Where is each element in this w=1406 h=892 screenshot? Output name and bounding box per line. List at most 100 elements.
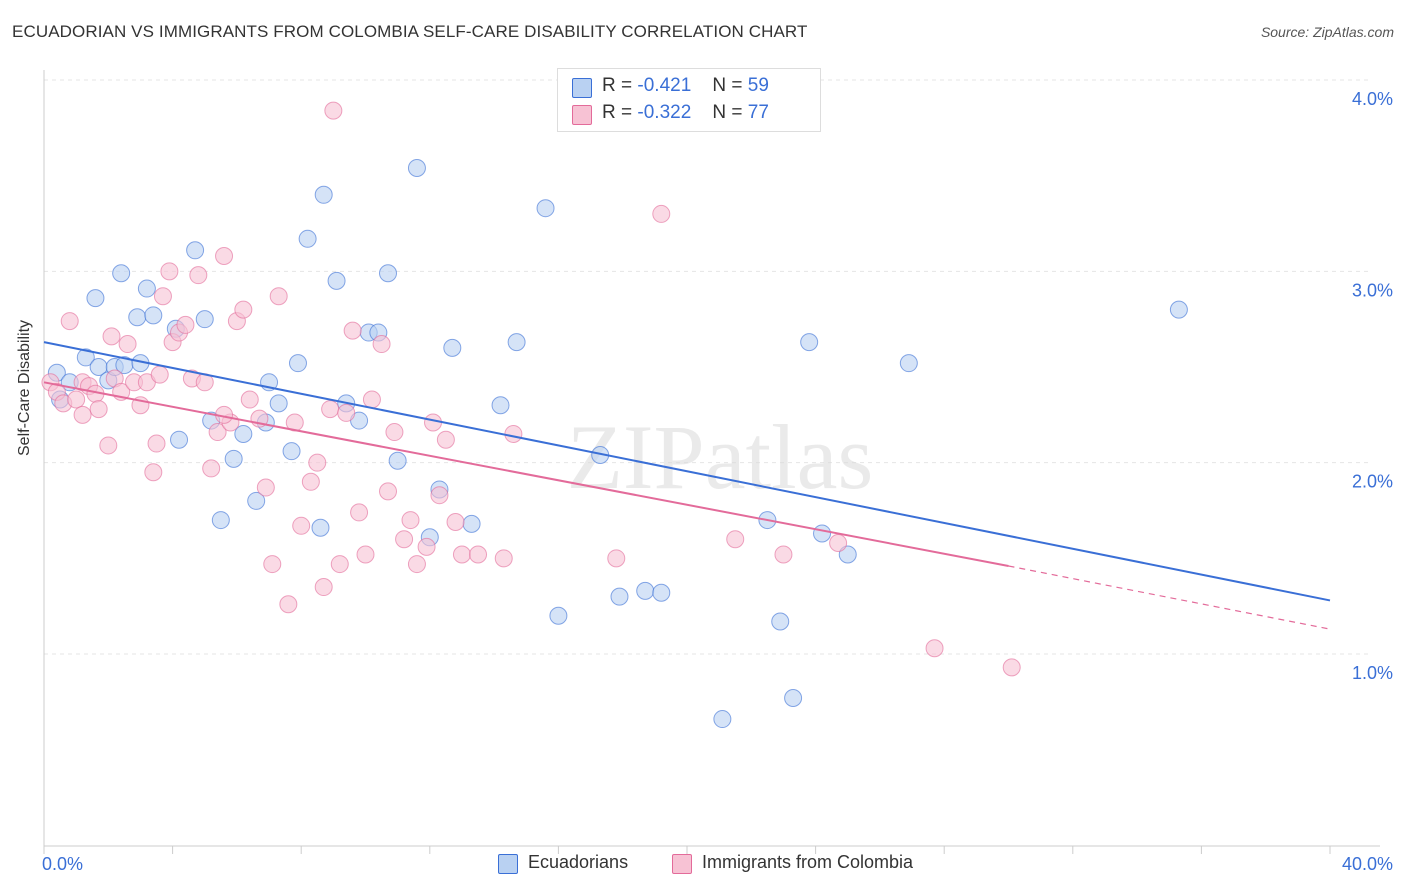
colombia-point xyxy=(494,549,513,568)
ecuadorians-point xyxy=(771,612,790,631)
colombia-point xyxy=(308,453,327,472)
colombia-point xyxy=(279,595,298,614)
colombia-point xyxy=(1002,658,1021,677)
colombia-trend-line xyxy=(43,381,1009,567)
ecuadorians-point xyxy=(282,442,301,461)
colombia-point xyxy=(774,545,793,564)
colombia-point xyxy=(189,266,208,285)
ecuadorians-point xyxy=(211,511,230,530)
r-label: R = xyxy=(602,75,633,96)
colombia-point xyxy=(215,247,234,266)
colombia-point xyxy=(263,555,282,574)
colombia-point xyxy=(269,287,288,306)
colombia-point xyxy=(343,321,362,340)
colombia-point xyxy=(324,101,343,120)
ecuadorians-point xyxy=(144,306,163,325)
n-value: 77 xyxy=(747,102,769,123)
colombia-point xyxy=(147,434,166,453)
ecuadorians-point xyxy=(234,424,253,443)
source-label: Source: ZipAtlas.com xyxy=(1260,24,1394,40)
colombia-point xyxy=(160,262,179,281)
ecuadorians-point xyxy=(195,310,214,329)
colombia-point xyxy=(726,530,745,549)
stats-legend: R = -0.421 N = 59 R = -0.322 N = 77 xyxy=(557,68,821,132)
colombia-point xyxy=(430,486,449,505)
colombia-legend-swatch xyxy=(672,854,692,874)
ecuadorians-point xyxy=(1169,300,1188,319)
x-tick-label: 0.0% xyxy=(42,854,83,874)
colombia-point xyxy=(102,327,121,346)
ecuadorians-point xyxy=(462,514,481,533)
ecuadorians-point xyxy=(443,338,462,357)
n-value: 59 xyxy=(747,75,769,96)
legend-label: Ecuadorians xyxy=(528,852,629,872)
colombia-point xyxy=(118,335,137,354)
colombia-point xyxy=(469,545,488,564)
legend-label: Immigrants from Colombia xyxy=(702,852,914,872)
y-tick-label: 4.0% xyxy=(1352,89,1393,109)
ecuadorians-point xyxy=(288,354,307,373)
ecuadorians-swatch xyxy=(572,78,592,98)
colombia-point xyxy=(144,463,163,482)
ecuadorians-point xyxy=(86,289,105,308)
colombia-point xyxy=(372,335,391,354)
n-label: N = xyxy=(712,75,743,96)
colombia-point xyxy=(829,534,848,553)
y-tick-label: 2.0% xyxy=(1352,472,1393,492)
ecuadorians-point xyxy=(327,271,346,290)
ecuadorians-point xyxy=(800,333,819,352)
colombia-point xyxy=(208,423,227,442)
colombia-point xyxy=(417,537,436,556)
x-tick-label: 40.0% xyxy=(1342,854,1393,874)
colombia-point xyxy=(234,300,253,319)
ecuadorians-point xyxy=(813,524,832,543)
r-value: -0.421 xyxy=(637,75,692,96)
colombia-point xyxy=(176,315,195,334)
ecuadorians-point xyxy=(311,518,330,537)
colombia-point xyxy=(607,549,626,568)
colombia-point xyxy=(240,390,259,409)
ecuadorians-point xyxy=(269,394,288,413)
ecuadorians-point xyxy=(507,333,526,352)
y-tick-label: 3.0% xyxy=(1352,280,1393,300)
ecuadorians-point xyxy=(610,587,629,606)
ecuadorians-point xyxy=(314,185,333,204)
colombia-point xyxy=(67,390,86,409)
ecuadorians-point xyxy=(838,545,857,564)
ecuadorians-point xyxy=(247,491,266,510)
colombia-point xyxy=(446,512,465,531)
ecuadorians-trend-line xyxy=(43,341,1331,602)
colombia-point xyxy=(150,365,169,384)
colombia-point xyxy=(321,400,340,419)
ecuadorians-point xyxy=(713,710,732,729)
colombia-point xyxy=(424,413,443,432)
ecuadorians-point xyxy=(636,581,655,600)
colombia-point xyxy=(301,472,320,491)
colombia-point xyxy=(652,204,671,223)
ecuadorians-point xyxy=(652,583,671,602)
colombia-point xyxy=(401,511,420,530)
ecuadorians-point xyxy=(298,229,317,248)
ecuadorians-point xyxy=(388,451,407,470)
ecuadorians-point xyxy=(170,430,189,449)
ecuadorians-point xyxy=(536,199,555,218)
colombia-point xyxy=(99,436,118,455)
colombia-point xyxy=(436,430,455,449)
colombia-point xyxy=(407,555,426,574)
r-value: -0.322 xyxy=(637,102,692,123)
colombia-point xyxy=(256,478,275,497)
series-legend: Ecuadorians Immigrants from Colombia xyxy=(0,850,1406,880)
colombia-trend-extension xyxy=(1008,565,1331,630)
colombia-point xyxy=(385,423,404,442)
ecuadorians-point xyxy=(379,264,398,283)
chart-title: ECUADORIAN VS IMMIGRANTS FROM COLOMBIA S… xyxy=(12,22,808,41)
ecuadorians-point xyxy=(186,241,205,260)
y-tick-label: 1.0% xyxy=(1352,663,1393,683)
colombia-point xyxy=(504,424,523,443)
ecuadorians-point xyxy=(128,308,147,327)
ecuadorians-point xyxy=(76,348,95,367)
colombia-point xyxy=(153,287,172,306)
ecuadorians-point xyxy=(491,396,510,415)
ecuadorians-point xyxy=(407,159,426,178)
